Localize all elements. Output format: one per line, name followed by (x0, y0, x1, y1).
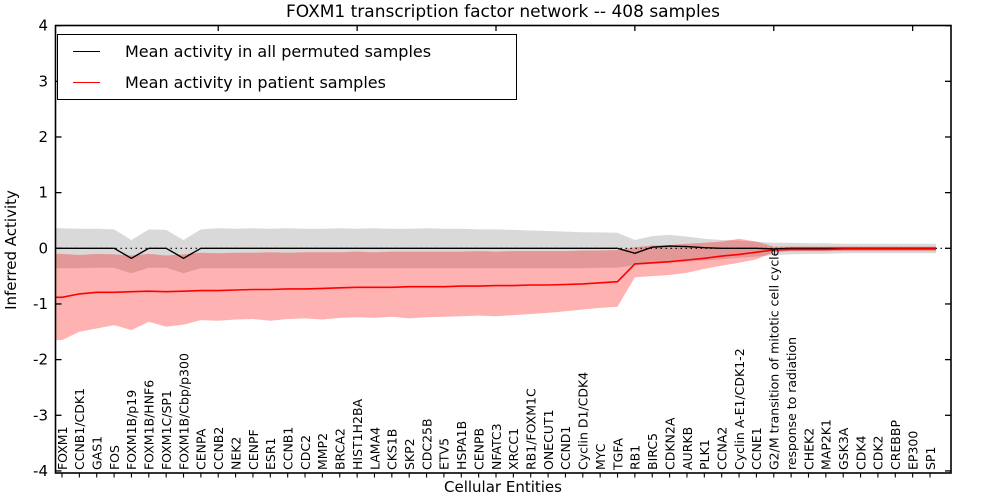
svg-text:AURKB: AURKB (680, 427, 695, 470)
svg-text:BRCA2: BRCA2 (333, 428, 348, 470)
svg-text:-4: -4 (33, 462, 48, 480)
svg-text:CDC25B: CDC25B (419, 418, 434, 470)
svg-text:0: 0 (38, 239, 48, 257)
svg-text:response to radiation: response to radiation (784, 337, 799, 470)
legend-label-patient: Mean activity in patient samples (125, 72, 386, 92)
svg-text:BIRC5: BIRC5 (645, 433, 660, 470)
svg-text:FOXM1B/p19: FOXM1B/p19 (124, 390, 139, 470)
svg-text:PLK1: PLK1 (697, 439, 712, 470)
svg-text:G2/M transition of mitotic cel: G2/M transition of mitotic cell cycle (767, 248, 782, 470)
svg-text:CDKN2A: CDKN2A (662, 417, 677, 470)
svg-text:FOXM1B/Cbp/p300: FOXM1B/Cbp/p300 (176, 353, 191, 470)
svg-text:FOS: FOS (107, 445, 122, 470)
x-axis-label: Cellular Entities (444, 478, 562, 496)
svg-text:FOXM1C/SP1: FOXM1C/SP1 (159, 390, 174, 470)
svg-text:ESR1: ESR1 (263, 438, 278, 470)
svg-text:SP1: SP1 (923, 447, 938, 470)
y-axis-label: Inferred Activity (2, 190, 20, 310)
svg-text:CCND1: CCND1 (558, 426, 573, 470)
svg-text:CCNB1: CCNB1 (280, 427, 295, 470)
svg-text:CDK4: CDK4 (853, 435, 868, 470)
red-line-sample (73, 81, 100, 83)
svg-text:1: 1 (38, 184, 48, 202)
svg-text:SKP2: SKP2 (402, 438, 417, 470)
svg-text:CENPB: CENPB (471, 428, 486, 470)
svg-text:TGFA: TGFA (610, 438, 625, 471)
svg-text:-1: -1 (33, 295, 48, 313)
svg-text:4: 4 (38, 17, 48, 35)
svg-text:MAP2K1: MAP2K1 (819, 419, 834, 470)
svg-text:HSPA1B: HSPA1B (454, 421, 469, 470)
black-line-sample (73, 51, 100, 53)
svg-text:CCNA2: CCNA2 (714, 427, 729, 470)
svg-text:RB1/FOXM1C: RB1/FOXM1C (524, 388, 539, 470)
svg-text:CCNB2: CCNB2 (211, 427, 226, 470)
svg-text:CREBBP: CREBBP (888, 420, 903, 470)
svg-text:FOXM1: FOXM1 (55, 426, 70, 470)
svg-text:GSK3A: GSK3A (836, 427, 851, 470)
svg-text:CHEK2: CHEK2 (801, 428, 816, 470)
chart-title: FOXM1 transcription factor network -- 40… (286, 2, 720, 22)
svg-text:HIST1H2BA: HIST1H2BA (350, 398, 365, 470)
legend-item-patient: Mean activity in patient samples (58, 68, 516, 96)
svg-text:Cyclin D1/CDK4: Cyclin D1/CDK4 (576, 372, 591, 470)
svg-text:NFATC3: NFATC3 (489, 423, 504, 470)
svg-text:CKS1B: CKS1B (385, 429, 400, 470)
svg-text:GAS1: GAS1 (90, 436, 105, 470)
svg-text:CCNE1: CCNE1 (749, 427, 764, 470)
svg-text:-2: -2 (33, 351, 48, 369)
svg-text:RB1: RB1 (628, 445, 643, 470)
svg-text:MMP2: MMP2 (315, 433, 330, 470)
svg-text:EP300: EP300 (905, 431, 920, 470)
legend: Mean activity in all permuted samples Me… (57, 34, 517, 100)
svg-text:NEK2: NEK2 (228, 437, 243, 470)
svg-text:Cyclin A-E1/CDK1-2: Cyclin A-E1/CDK1-2 (732, 348, 747, 470)
svg-text:ONECUT1: ONECUT1 (541, 409, 556, 470)
svg-text:ETV5: ETV5 (437, 438, 452, 470)
svg-text:LAMA4: LAMA4 (367, 427, 382, 470)
svg-text:2: 2 (38, 128, 48, 146)
svg-text:FOXM1B/HNF6: FOXM1B/HNF6 (142, 380, 157, 470)
svg-text:MYC: MYC (593, 443, 608, 470)
svg-text:3: 3 (38, 72, 48, 90)
svg-text:CDC2: CDC2 (298, 435, 313, 470)
svg-text:XRCC1: XRCC1 (506, 428, 521, 470)
svg-text:CENPF: CENPF (246, 429, 261, 470)
legend-label-permuted: Mean activity in all permuted samples (125, 42, 432, 62)
legend-item-permuted: Mean activity in all permuted samples (58, 38, 516, 66)
svg-text:CCNB1/CDK1: CCNB1/CDK1 (72, 388, 87, 470)
svg-text:CENPA: CENPA (194, 428, 209, 470)
svg-text:-3: -3 (33, 406, 48, 424)
svg-text:CDK2: CDK2 (871, 435, 886, 470)
